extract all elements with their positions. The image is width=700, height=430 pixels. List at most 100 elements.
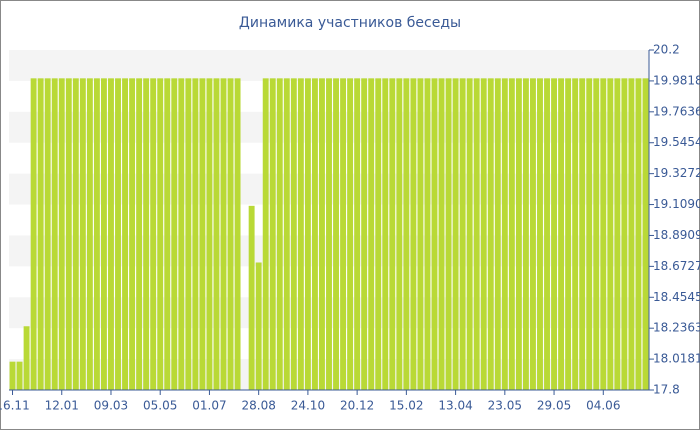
bar <box>473 78 480 390</box>
bar <box>297 78 304 390</box>
bar <box>44 78 51 390</box>
bar <box>551 78 558 390</box>
bar <box>51 78 58 390</box>
bar <box>417 78 424 390</box>
y-tick-label: 17.8 <box>653 383 680 397</box>
bar <box>79 78 86 390</box>
bar <box>65 78 72 390</box>
bar <box>157 78 164 390</box>
bar <box>23 326 30 390</box>
bar <box>614 78 621 390</box>
x-tick-label: 01.07 <box>192 399 226 413</box>
bar <box>122 78 128 390</box>
bar <box>621 78 628 390</box>
bar <box>340 78 347 390</box>
bar <box>269 78 276 390</box>
y-tick-label: 18.0181 <box>653 352 700 366</box>
bar <box>368 78 375 390</box>
bar <box>445 78 452 390</box>
bar <box>501 78 508 390</box>
bar <box>530 78 536 390</box>
bar <box>375 78 382 390</box>
x-tick-label: 29.05 <box>537 399 571 413</box>
bar <box>304 78 311 390</box>
bar <box>347 78 354 390</box>
bar <box>480 78 487 390</box>
y-tick-label: 18.4545 <box>653 290 700 304</box>
bar <box>72 78 79 390</box>
bar <box>164 78 171 390</box>
bar <box>9 361 16 390</box>
bar <box>213 78 220 390</box>
bar <box>565 78 572 390</box>
bar <box>508 78 515 390</box>
bar <box>487 78 494 390</box>
bar <box>452 78 459 390</box>
bar <box>466 78 473 390</box>
x-tick-label: 15.02 <box>389 399 423 413</box>
bar <box>185 78 192 390</box>
x-tick-label: 23.05 <box>488 399 522 413</box>
bar <box>199 78 206 390</box>
bar <box>326 78 332 390</box>
bar <box>642 78 649 390</box>
bar <box>389 78 396 390</box>
bar <box>234 78 241 390</box>
bar <box>262 78 269 390</box>
bar <box>579 78 586 390</box>
bar <box>129 78 136 390</box>
bar <box>206 78 213 390</box>
bar <box>276 78 283 390</box>
bar <box>171 78 178 390</box>
bar <box>311 78 318 390</box>
bar <box>438 78 445 390</box>
y-tick-label: 18.2363 <box>653 321 700 335</box>
bar <box>290 78 297 390</box>
bar <box>354 78 361 390</box>
bar <box>607 78 614 390</box>
y-tick-label: 19.9818 <box>653 73 700 87</box>
bar <box>100 78 107 390</box>
x-tick-label: 09.03 <box>94 399 128 413</box>
y-tick-label: 18.6727 <box>653 259 700 273</box>
bar <box>220 78 227 390</box>
bar <box>593 78 600 390</box>
bar <box>30 78 37 390</box>
chart-title: Динамика участников беседы <box>239 15 461 31</box>
bar <box>431 78 438 390</box>
x-tick-label: 12.01 <box>45 399 79 413</box>
bar <box>382 78 389 390</box>
bar <box>283 78 290 390</box>
bar <box>108 78 114 390</box>
bar <box>319 78 325 390</box>
y-tick-label: 19.5454 <box>653 135 700 149</box>
bar <box>361 78 368 390</box>
bar <box>16 361 23 390</box>
y-tick-label: 19.1090 <box>653 197 700 211</box>
bar <box>178 78 185 390</box>
bar <box>37 78 44 390</box>
bar <box>537 78 543 390</box>
bar <box>86 78 93 390</box>
bar <box>544 78 550 390</box>
bar <box>424 78 431 390</box>
bar <box>93 78 100 390</box>
y-tick-label: 20.2 <box>653 43 680 57</box>
bar <box>558 78 565 390</box>
bar <box>522 78 529 390</box>
y-tick-label: 19.7636 <box>653 104 700 118</box>
bar <box>248 205 255 390</box>
bar <box>515 78 522 390</box>
bar <box>227 78 234 390</box>
bar <box>192 78 199 390</box>
bar <box>396 78 403 390</box>
bar <box>58 78 65 390</box>
x-tick-label: 24.10 <box>291 399 325 413</box>
bar <box>403 78 410 390</box>
y-tick-label: 18.8909 <box>653 228 700 242</box>
bar <box>150 78 157 390</box>
bar <box>600 78 607 390</box>
bar <box>136 78 143 390</box>
grid-band <box>9 50 649 81</box>
